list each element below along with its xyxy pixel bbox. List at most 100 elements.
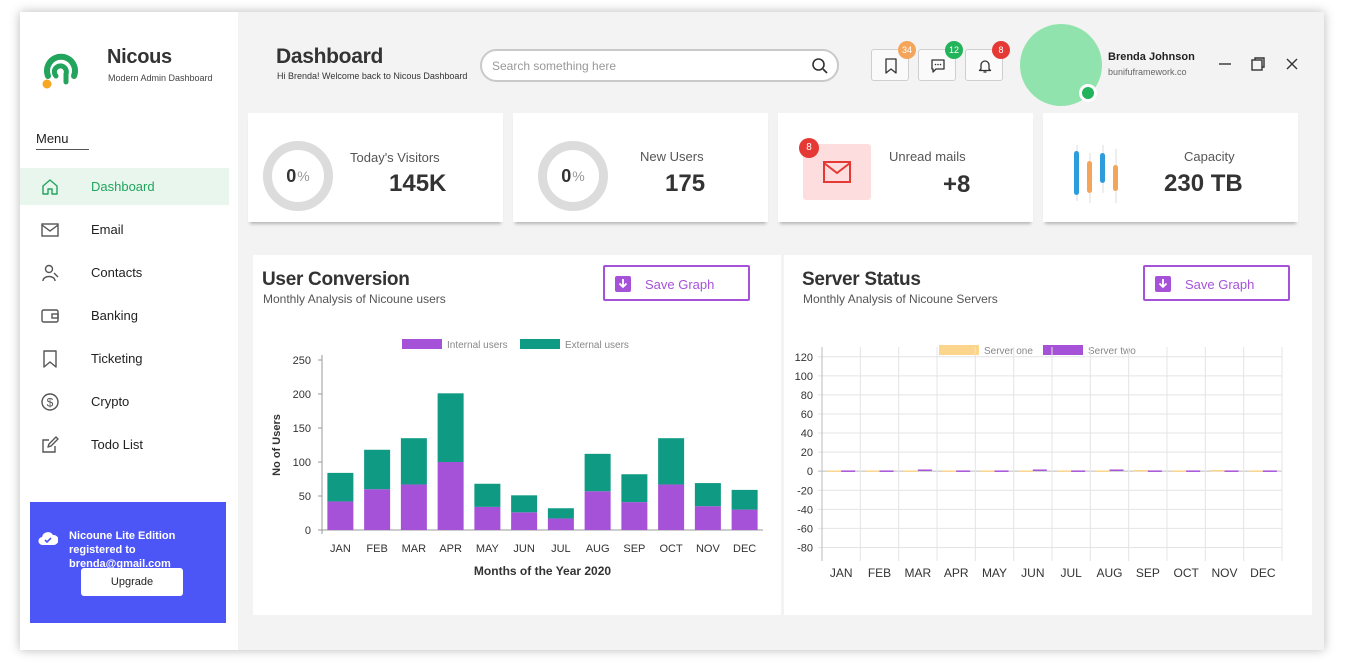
bar xyxy=(511,495,538,513)
bar xyxy=(956,470,971,472)
sidebar-item-contacts[interactable]: Contacts xyxy=(20,254,238,291)
messages-badge: 12 xyxy=(945,41,963,59)
y-tick-label: -80 xyxy=(797,542,813,554)
cloud-check-icon xyxy=(38,532,58,546)
sidebar-item-ticketing[interactable]: Ticketing xyxy=(20,340,238,377)
legend-label: External users xyxy=(565,340,629,351)
x-tick-label: MAY xyxy=(476,543,500,555)
menu-label: Menu xyxy=(36,131,89,150)
x-tick-label: FEB xyxy=(868,566,891,580)
notifications-button[interactable]: 8 xyxy=(965,41,1010,81)
user-conversion-title: User Conversion xyxy=(262,269,410,290)
x-tick-label: JUN xyxy=(513,543,534,555)
notifications-badge: 8 xyxy=(992,41,1010,59)
save-graph-label: Save Graph xyxy=(1185,277,1255,292)
sidebar-item-dashboard[interactable]: Dashboard xyxy=(20,168,229,205)
y-tick-label: -60 xyxy=(797,523,813,535)
bar xyxy=(1032,469,1047,471)
sidebar-nav: Dashboard Email Contacts Banking Ticketi… xyxy=(20,168,238,469)
mail-icon xyxy=(41,223,59,237)
wallet-icon xyxy=(41,309,59,323)
bar xyxy=(400,484,427,530)
page-subtitle: Hi Brenda! Welcome back to Nicous Dashbo… xyxy=(277,71,468,81)
search-input[interactable] xyxy=(492,58,792,74)
x-tick-label: OCT xyxy=(1173,566,1199,580)
bar xyxy=(1133,469,1148,472)
x-tick-label: AUG xyxy=(586,543,610,555)
y-tick-label: -20 xyxy=(797,485,813,497)
save-graph-button[interactable]: Save Graph xyxy=(603,265,750,301)
messages-button[interactable]: 12 xyxy=(918,41,963,81)
bookmark-icon xyxy=(885,58,897,74)
bar xyxy=(1262,470,1277,472)
bar xyxy=(1224,470,1239,472)
x-tick-label: FEB xyxy=(366,543,387,555)
bar xyxy=(621,474,648,503)
dollar-icon: $ xyxy=(41,393,59,411)
save-graph-label: Save Graph xyxy=(645,277,715,292)
bar xyxy=(584,453,611,492)
bar xyxy=(1018,470,1033,472)
upgrade-button[interactable]: Upgrade xyxy=(81,568,183,596)
bar xyxy=(658,484,685,530)
new-users-percent-sign: % xyxy=(572,168,585,184)
bar xyxy=(865,470,880,472)
y-tick-label: 250 xyxy=(293,355,311,367)
sidebar-item-email[interactable]: Email xyxy=(20,211,238,248)
x-tick-label: DEC xyxy=(733,543,756,555)
legend-swatch xyxy=(1043,345,1083,355)
promo-text: Nicoune Lite Edition registered to brend… xyxy=(69,530,176,570)
sidebar-item-banking[interactable]: Banking xyxy=(20,297,238,334)
sidebar-item-label: Contacts xyxy=(91,265,143,280)
page-title: Dashboard xyxy=(276,45,383,68)
x-tick-label: MAY xyxy=(982,566,1007,580)
bar xyxy=(364,489,391,530)
bar xyxy=(400,438,427,485)
new-users-value: 175 xyxy=(665,170,706,197)
legend-label: Server one xyxy=(984,346,1033,357)
bookmarks-button[interactable]: 34 xyxy=(871,41,916,81)
bar xyxy=(511,512,538,530)
search-icon[interactable] xyxy=(811,57,829,75)
user-site: bunifuframework.co xyxy=(1108,67,1187,77)
online-status-dot xyxy=(1079,84,1097,102)
x-tick-label: MAR xyxy=(402,543,427,555)
maximize-icon[interactable] xyxy=(1250,56,1266,72)
home-icon xyxy=(42,179,58,195)
bar xyxy=(474,506,501,530)
sidebar-item-crypto[interactable]: $ Crypto xyxy=(20,383,238,420)
bar xyxy=(1109,469,1124,471)
visitors-label: Today's Visitors xyxy=(350,150,440,165)
save-graph-button[interactable]: Save Graph xyxy=(1143,265,1290,301)
y-tick-label: 0 xyxy=(305,525,311,537)
x-tick-label: JAN xyxy=(330,543,351,555)
y-tick-label: 100 xyxy=(795,371,813,383)
minimize-icon[interactable] xyxy=(1217,56,1233,72)
legend-swatch xyxy=(520,339,560,349)
y-tick-label: 100 xyxy=(293,457,311,469)
user-name: Brenda Johnson xyxy=(1108,51,1195,63)
sidebar-item-todo-list[interactable]: Todo List xyxy=(20,426,238,463)
server-status-title: Server Status xyxy=(802,269,921,290)
bar xyxy=(903,470,918,472)
server-status-card: Server Status Monthly Analysis of Nicoun… xyxy=(784,255,1312,615)
search-box xyxy=(480,49,839,82)
close-icon[interactable] xyxy=(1284,56,1300,72)
new-users-percent: 0 xyxy=(561,165,572,186)
legend-swatch xyxy=(939,345,979,355)
sidebar: Nicous Modern Admin Dashboard Menu Dashb… xyxy=(20,12,238,650)
user-conversion-subtitle: Monthly Analysis of Nicoune users xyxy=(263,292,446,306)
app-window: Nicous Modern Admin Dashboard Menu Dashb… xyxy=(20,12,1324,650)
bar xyxy=(584,491,611,530)
x-tick-label: JUL xyxy=(551,543,571,555)
x-tick-label: OCT xyxy=(660,543,684,555)
capacity-value: 230 TB xyxy=(1164,170,1243,197)
y-tick-label: 20 xyxy=(801,447,813,459)
y-tick-label: 200 xyxy=(293,389,311,401)
bar xyxy=(1186,470,1201,472)
legend-label: Server two xyxy=(1088,346,1136,357)
bookmark-icon xyxy=(43,350,57,368)
x-tick-label: MAR xyxy=(904,566,931,580)
bar xyxy=(917,469,932,471)
bookmarks-badge: 34 xyxy=(898,41,916,59)
